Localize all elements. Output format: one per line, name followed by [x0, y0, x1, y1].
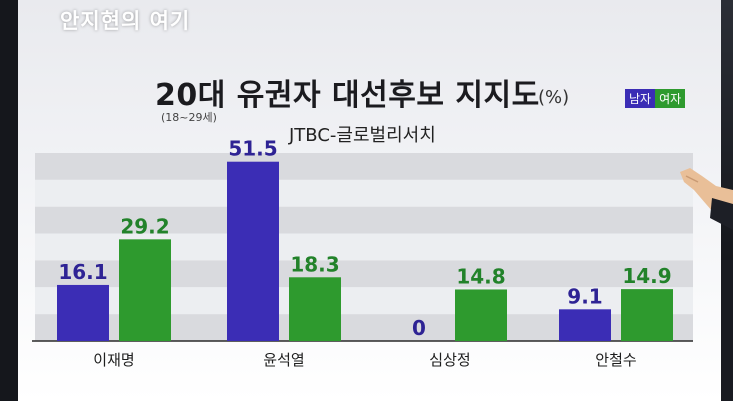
bar-female: [455, 289, 507, 341]
grid-band: [35, 206, 693, 234]
bar-male: [227, 161, 279, 341]
chart-unit: (%): [538, 87, 570, 108]
data-label: 51.5: [228, 137, 277, 161]
presenter-hand: [680, 168, 733, 230]
chart-title: 20대 유권자 대선후보 지지도: [155, 78, 540, 113]
data-label: 14.9: [622, 264, 671, 288]
bar-female: [119, 239, 171, 341]
chart-subtitle: (18~29세): [161, 111, 217, 124]
data-label: 9.1: [567, 284, 602, 308]
grid-band: [35, 179, 693, 207]
category-label: 윤석열: [263, 351, 304, 369]
bar-female: [289, 277, 341, 341]
data-label: 0: [412, 316, 426, 340]
data-label: 14.8: [456, 264, 505, 288]
left-border: [0, 0, 18, 401]
bar-male: [559, 309, 611, 341]
channel-watermark: 안지현의 여기: [60, 9, 191, 33]
category-label: 안철수: [595, 351, 636, 369]
grid-band: [35, 153, 693, 180]
legend-item-male: 남자: [625, 89, 656, 108]
bar-male: [57, 284, 109, 341]
bar-female: [621, 289, 673, 341]
data-label: 18.3: [290, 252, 339, 276]
legend: 남자 여자: [625, 89, 686, 108]
chart-source: JTBC-글로벌리서치: [289, 125, 436, 146]
category-label: 심상정: [429, 351, 470, 369]
data-label: 29.2: [120, 214, 169, 238]
category-label: 이재명: [93, 351, 134, 369]
data-label: 16.1: [58, 260, 107, 284]
legend-item-female: 여자: [655, 89, 686, 108]
